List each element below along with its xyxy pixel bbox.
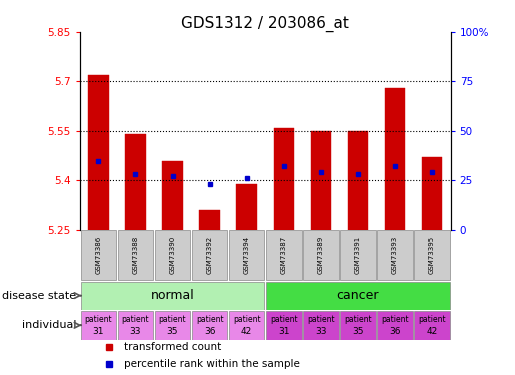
Text: patient: patient — [196, 315, 224, 324]
Text: 42: 42 — [241, 327, 252, 336]
Text: GSM73386: GSM73386 — [95, 236, 101, 274]
Bar — [340, 311, 376, 340]
Text: patient: patient — [344, 315, 372, 324]
Bar — [348, 131, 368, 230]
Text: cancer: cancer — [337, 289, 379, 302]
Text: percentile rank within the sample: percentile rank within the sample — [124, 359, 300, 369]
Bar — [229, 311, 265, 340]
Text: GSM73389: GSM73389 — [318, 236, 324, 274]
Title: GDS1312 / 203086_at: GDS1312 / 203086_at — [181, 16, 349, 32]
Text: 36: 36 — [204, 327, 215, 336]
Bar — [266, 230, 302, 280]
Text: GSM73393: GSM73393 — [392, 236, 398, 274]
Bar — [273, 128, 294, 230]
Bar — [422, 157, 442, 230]
Text: individual: individual — [22, 320, 76, 330]
Bar — [125, 134, 146, 230]
Bar — [385, 88, 405, 230]
Text: patient: patient — [233, 315, 261, 324]
Text: GSM73388: GSM73388 — [132, 236, 139, 274]
Text: patient: patient — [84, 315, 112, 324]
Bar — [192, 311, 228, 340]
Text: GSM73390: GSM73390 — [169, 236, 176, 274]
Bar — [377, 230, 413, 280]
Bar — [340, 230, 376, 280]
Bar — [414, 311, 450, 340]
Text: GSM73391: GSM73391 — [355, 236, 361, 274]
Text: 33: 33 — [130, 327, 141, 336]
Bar — [414, 230, 450, 280]
Bar — [266, 311, 302, 340]
Bar — [80, 311, 116, 340]
Text: 33: 33 — [315, 327, 327, 336]
Text: disease state: disease state — [2, 291, 76, 301]
Text: patient: patient — [270, 315, 298, 324]
Bar — [117, 230, 153, 280]
Text: 31: 31 — [93, 327, 104, 336]
Text: 35: 35 — [167, 327, 178, 336]
Text: patient: patient — [418, 315, 446, 324]
Bar — [154, 311, 191, 340]
Text: GSM73387: GSM73387 — [281, 236, 287, 274]
Text: patient: patient — [381, 315, 409, 324]
Text: 35: 35 — [352, 327, 364, 336]
Text: patient: patient — [159, 315, 186, 324]
Text: 42: 42 — [426, 327, 438, 336]
Bar — [117, 311, 153, 340]
Bar — [303, 230, 339, 280]
Text: patient: patient — [307, 315, 335, 324]
Bar — [192, 230, 228, 280]
Bar — [162, 160, 183, 230]
Bar — [80, 230, 116, 280]
Bar — [311, 131, 331, 230]
Text: 31: 31 — [278, 327, 289, 336]
Bar — [377, 311, 413, 340]
Text: transformed count: transformed count — [124, 342, 221, 352]
Bar — [229, 230, 265, 280]
Text: GSM73395: GSM73395 — [429, 236, 435, 274]
Text: normal: normal — [151, 289, 194, 302]
Bar — [80, 282, 265, 309]
Text: patient: patient — [122, 315, 149, 324]
Bar — [303, 311, 339, 340]
Bar — [154, 230, 191, 280]
Bar — [88, 75, 109, 230]
Bar — [236, 184, 257, 230]
Text: GSM73392: GSM73392 — [207, 236, 213, 274]
Text: 36: 36 — [389, 327, 401, 336]
Text: GSM73394: GSM73394 — [244, 236, 250, 274]
Bar — [266, 282, 450, 309]
Bar — [199, 210, 220, 230]
